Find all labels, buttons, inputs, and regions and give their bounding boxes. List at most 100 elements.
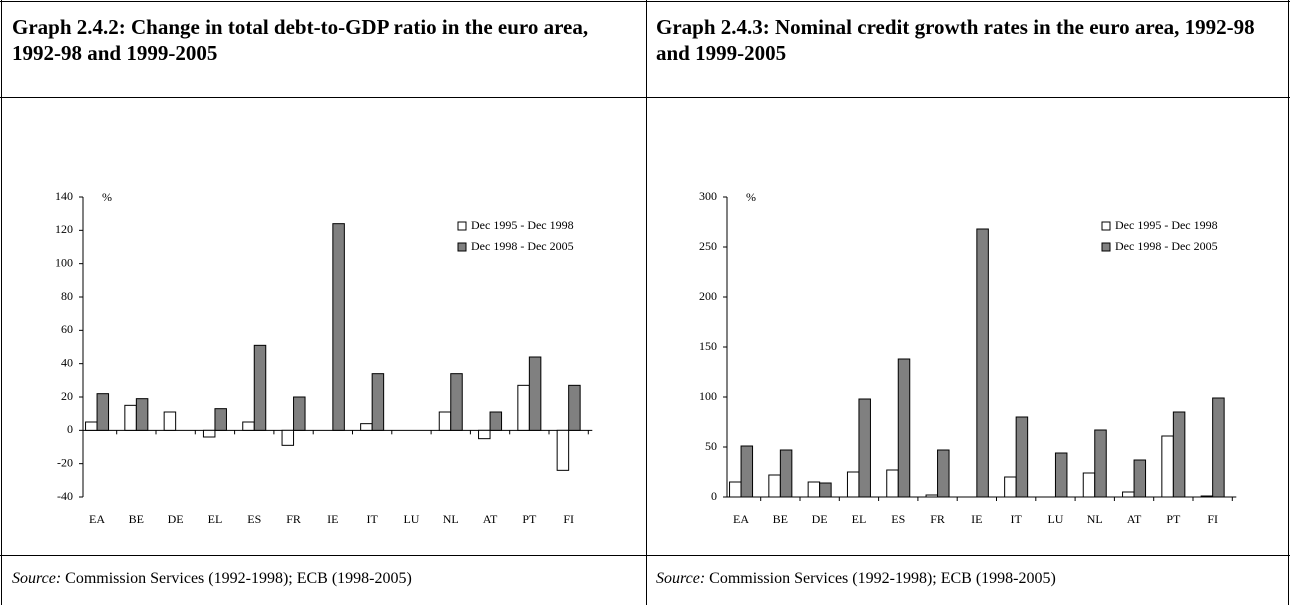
x-tick-label: PT [522, 512, 537, 526]
y-tick-label: 80 [61, 289, 73, 303]
x-tick-label: AT [1127, 512, 1142, 526]
x-tick-label: EA [733, 512, 749, 526]
bar [1004, 476, 1017, 498]
bar [819, 482, 832, 498]
bar [1212, 397, 1225, 498]
y-axis-label: % [102, 190, 112, 204]
bar [293, 396, 306, 431]
bar [528, 356, 542, 431]
x-tick-label: DE [168, 512, 184, 526]
border [0, 97, 1290, 98]
bar [897, 358, 911, 498]
source-text: Commission Services (1992-1998); ECB (19… [709, 570, 1056, 587]
x-tick-label: LU [1047, 512, 1063, 526]
chart-title: Graph 2.4.2: Change in total debt-to-GDP… [12, 15, 589, 65]
source: Source: Commission Services (1992-1998); … [656, 570, 1056, 588]
bar [438, 411, 452, 431]
legend-swatch [457, 242, 467, 252]
bar [729, 481, 742, 498]
x-tick-label: IE [971, 512, 982, 526]
bar [1133, 459, 1147, 498]
y-tick-label: 20 [61, 389, 73, 403]
legend-label: Dec 1995 - Dec 1998 [1115, 218, 1218, 232]
border [1, 0, 2, 605]
bar [925, 494, 939, 498]
bar [85, 421, 98, 431]
x-tick-label: EA [89, 512, 105, 526]
bar [489, 411, 503, 431]
y-tick-label: 150 [699, 339, 717, 353]
source-label: Source: [656, 570, 706, 587]
border [0, 1, 1290, 2]
bar [1094, 429, 1107, 498]
bar [846, 471, 860, 498]
x-tick-label: FI [1207, 512, 1218, 526]
y-tick-label: -20 [57, 455, 73, 469]
y-tick-label: 0 [711, 489, 717, 503]
bar [253, 344, 267, 431]
y-tick-label: -40 [57, 489, 73, 503]
x-tick-label: FI [563, 512, 574, 526]
y-tick-label: 200 [699, 289, 717, 303]
chart-title: Graph 2.4.3: Nominal credit growth rates… [656, 15, 1255, 65]
y-tick-label: 120 [55, 222, 73, 236]
bar [517, 384, 530, 431]
bar [1161, 435, 1174, 498]
x-tick-label: BE [129, 512, 144, 526]
legend-swatch [1101, 242, 1111, 252]
bar [937, 449, 950, 498]
legend-label: Dec 1998 - Dec 2005 [1115, 239, 1218, 253]
legend-swatch [457, 221, 467, 231]
x-tick-label: FR [930, 512, 945, 526]
source-text: Commission Services (1992-1998); ECB (19… [65, 570, 412, 587]
source-label: Source: [12, 570, 62, 587]
legend-swatch [1101, 221, 1111, 231]
bar [807, 481, 821, 498]
bar [281, 429, 295, 446]
x-tick-label: BE [773, 512, 788, 526]
x-tick-label: EL [208, 512, 223, 526]
source: Source: Commission Services (1992-1998); … [12, 570, 412, 588]
border [0, 555, 1290, 556]
x-tick-label: AT [483, 512, 498, 526]
bar [242, 421, 255, 431]
bar [858, 398, 871, 498]
y-tick-label: 100 [55, 255, 73, 269]
bar [740, 445, 754, 498]
bar [332, 223, 345, 431]
y-tick-label: 40 [61, 355, 73, 369]
bar [1054, 452, 1068, 498]
border [646, 0, 647, 605]
x-tick-label: EL [852, 512, 867, 526]
y-tick-label: 50 [705, 439, 717, 453]
x-tick-label: IE [327, 512, 338, 526]
y-tick-label: 140 [55, 189, 73, 203]
x-tick-label: FR [286, 512, 301, 526]
bar [124, 404, 137, 431]
bar [135, 398, 149, 431]
bar [779, 449, 793, 498]
x-tick-label: NL [443, 512, 459, 526]
bar [360, 423, 373, 431]
bar [1015, 416, 1029, 498]
bar [1122, 491, 1135, 498]
bar [214, 408, 227, 431]
bar [1082, 472, 1096, 498]
bar [96, 393, 110, 431]
x-tick-label: ES [247, 512, 261, 526]
bar [371, 373, 385, 431]
bar [450, 373, 463, 431]
y-tick-label: 0 [67, 422, 73, 436]
y-tick-label: 250 [699, 239, 717, 253]
x-tick-label: DE [812, 512, 828, 526]
bar [202, 429, 216, 438]
x-tick-label: PT [1166, 512, 1181, 526]
bar [886, 469, 899, 498]
x-tick-label: IT [1010, 512, 1022, 526]
bar [556, 429, 570, 471]
x-tick-label: ES [891, 512, 905, 526]
x-tick-label: IT [366, 512, 378, 526]
bar [976, 228, 989, 498]
